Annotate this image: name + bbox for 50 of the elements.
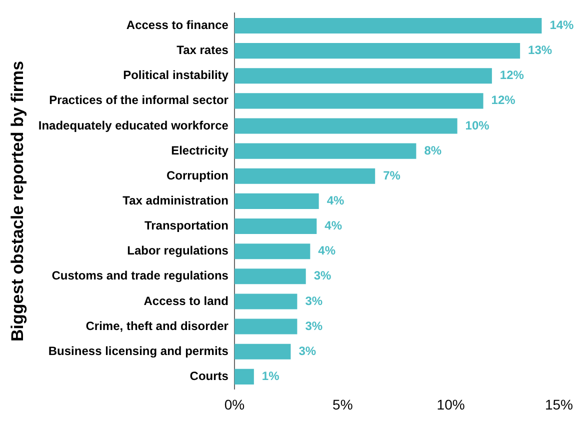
data-label: 13%: [528, 43, 552, 58]
x-tick-label: 10%: [436, 396, 465, 412]
y-tick-label: Access to finance: [126, 18, 229, 32]
y-tick-label: Electricity: [171, 143, 229, 158]
data-label: 3%: [305, 294, 323, 308]
data-label: 4%: [324, 218, 342, 233]
data-label: 3%: [298, 344, 316, 358]
data-label: 3%: [305, 318, 323, 333]
bar: [234, 118, 458, 134]
data-label: 12%: [491, 93, 516, 108]
bar: [234, 294, 298, 310]
data-label: 12%: [500, 68, 524, 82]
bar: [234, 43, 520, 59]
x-tick-label: 15%: [544, 396, 574, 412]
y-tick-label: Customs and trade regulations: [52, 268, 229, 283]
bar: [234, 218, 317, 234]
bar: [234, 18, 542, 34]
y-tick-label: Political instability: [123, 68, 229, 82]
data-label: 7%: [383, 168, 401, 182]
y-tick-label: Inadequately educated workforce: [38, 118, 229, 132]
bar: [234, 93, 484, 109]
y-tick-label: Labor regulations: [127, 244, 229, 258]
bar: [234, 318, 298, 334]
data-label: 1%: [262, 368, 280, 383]
data-label: 4%: [326, 194, 345, 208]
y-tick-label: Tax rates: [176, 43, 229, 58]
data-label: 8%: [424, 143, 442, 158]
y-tick-label: Transportation: [144, 218, 228, 233]
y-axis-title: Biggest obstacle reported by firms: [8, 60, 27, 342]
y-tick-label: Courts: [190, 368, 229, 383]
y-tick-label: Access to land: [144, 294, 228, 308]
data-label: 10%: [465, 118, 490, 132]
bar: [234, 193, 319, 209]
bar: [234, 344, 291, 360]
x-tick-label: 5%: [332, 396, 353, 412]
y-tick-label: Tax administration: [122, 194, 228, 208]
y-tick-label: Crime, theft and disorder: [86, 318, 229, 333]
bar: [234, 168, 376, 184]
data-label: 14%: [550, 18, 574, 32]
bar: [234, 143, 416, 159]
y-tick-label: Practices of the informal sector: [49, 93, 229, 108]
bar: [234, 68, 492, 84]
y-tick-label: Corruption: [166, 168, 228, 182]
bar: [234, 268, 306, 284]
bar: [234, 244, 310, 260]
y-tick-label: Business licensing and permits: [48, 344, 229, 358]
bar: [234, 368, 254, 384]
x-tick-label: 0%: [224, 396, 245, 412]
data-label: 4%: [318, 244, 336, 258]
data-label: 3%: [314, 268, 332, 283]
